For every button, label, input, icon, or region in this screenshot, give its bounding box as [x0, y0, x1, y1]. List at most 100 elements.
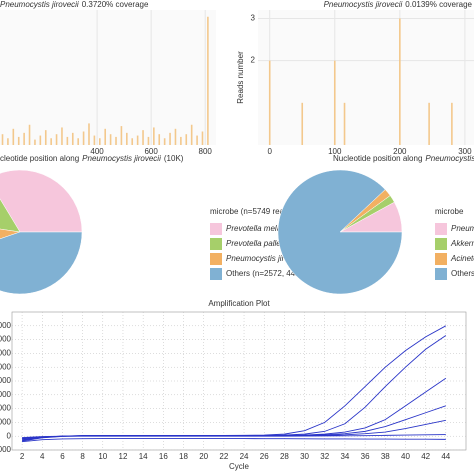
- chart-title-part: Pneumocystis jirovecii: [324, 0, 403, 9]
- bar: [428, 102, 430, 145]
- legend-label: Akkermu: [450, 239, 474, 248]
- bar: [7, 138, 9, 145]
- bar: [88, 123, 90, 145]
- x-tick-label: 14: [139, 452, 148, 461]
- bar: [109, 134, 112, 145]
- x-tick-label: 18: [179, 452, 188, 461]
- bar: [104, 128, 107, 145]
- bar: [61, 127, 63, 145]
- bar: [180, 136, 182, 145]
- bar: [55, 134, 58, 145]
- bar: [201, 131, 204, 145]
- bar: [190, 124, 193, 145]
- x-axis-label-part: Pneumocystis jirovecii: [82, 154, 161, 163]
- x-tick-label: 0: [267, 147, 272, 156]
- pie-slice: [0, 231, 83, 295]
- plot-area: [258, 10, 474, 145]
- bar: [17, 136, 20, 145]
- x-tick-label: 32: [320, 452, 329, 461]
- bar: [71, 132, 74, 145]
- bar: [66, 136, 69, 145]
- legend-swatch: [210, 238, 222, 250]
- legend-swatch: [435, 223, 447, 235]
- x-tick-label: 2: [20, 452, 25, 461]
- x-tick-label: 600: [144, 147, 158, 156]
- line: [22, 438, 446, 443]
- x-tick-label: 40: [401, 452, 410, 461]
- bar: [120, 126, 123, 145]
- x-tick-label: 30: [300, 452, 309, 461]
- x-tick-label: 20: [199, 452, 208, 461]
- chart-title-part: 0.0139% coverage: [405, 0, 472, 9]
- y-tick-label: 7,000: [0, 335, 12, 344]
- legend-swatch: [210, 223, 222, 235]
- legend-label: Acinetob: [450, 254, 474, 263]
- bar: [115, 136, 117, 145]
- plot-area: [11, 311, 467, 451]
- chart-title: Amplification Plot: [208, 299, 270, 308]
- x-tick-label: 28: [280, 452, 289, 461]
- x-axis-label-part: cleotide position along: [0, 154, 79, 163]
- x-tick-label: 6: [60, 452, 65, 461]
- bar: [169, 132, 171, 145]
- bar: [44, 130, 47, 145]
- bar: [185, 134, 188, 145]
- bar: [158, 134, 161, 145]
- pie-slice: [277, 169, 403, 295]
- y-tick-label: 4,000: [0, 376, 12, 385]
- bar: [268, 60, 271, 145]
- bar: [136, 135, 139, 145]
- bar: [98, 138, 101, 145]
- legend-swatch: [210, 253, 222, 265]
- bar: [1, 134, 4, 145]
- legend-label: Others (n: [451, 269, 474, 278]
- bar: [399, 18, 401, 145]
- chart-title: Pneumocystis jirovecii 0.0139% coverage: [324, 0, 473, 9]
- bar: [174, 128, 177, 145]
- y-tick-label: 0: [7, 431, 12, 440]
- x-axis-label: Cycle: [229, 462, 250, 471]
- x-tick-label: 200: [393, 147, 407, 156]
- pie-slice: [0, 169, 83, 233]
- y-tick-label: 3,000: [0, 390, 12, 399]
- bar: [50, 138, 52, 145]
- line: [22, 434, 446, 439]
- x-tick-label: 24: [240, 452, 249, 461]
- bar: [451, 102, 453, 145]
- x-tick-label: 4: [40, 452, 45, 461]
- bar: [23, 132, 25, 145]
- bar: [34, 139, 36, 145]
- bar: [93, 135, 96, 145]
- x-tick-label: 10: [98, 452, 107, 461]
- bar: [333, 60, 336, 145]
- y-tick-label: 8,000: [0, 321, 12, 330]
- chart-title-part: Pneumocystis jirovecii: [0, 0, 79, 9]
- bar: [28, 124, 31, 145]
- bar: [142, 130, 144, 145]
- bar: [126, 132, 128, 145]
- y-tick-label: 2,000: [0, 404, 12, 413]
- bar: [196, 135, 198, 145]
- x-tick-label: 800: [199, 147, 213, 156]
- bar: [131, 138, 134, 145]
- bar: [343, 102, 346, 145]
- x-axis-label: cleotide position along Pneumocystis jiro…: [0, 154, 184, 163]
- bar: [77, 138, 79, 145]
- x-axis-label-part: Pneumocystis jirovecii: [425, 154, 474, 163]
- plot-area: [0, 10, 216, 145]
- legend-label: Others (n=2572, 44.74%): [226, 269, 316, 278]
- bar: [39, 135, 42, 145]
- x-tick-label: 8: [80, 452, 85, 461]
- x-tick-label: 42: [421, 452, 430, 461]
- y-tick-label: 3: [251, 14, 256, 23]
- bar: [12, 128, 15, 145]
- y-tick-label: 6,000: [0, 349, 12, 358]
- x-tick-label: 100: [328, 147, 342, 156]
- bar: [301, 102, 304, 145]
- y-axis-label: Reads number: [236, 51, 245, 104]
- legend-title: microbe (n=5749 reads): [210, 207, 295, 216]
- pie-slice: [0, 198, 21, 233]
- x-tick-label: 16: [159, 452, 168, 461]
